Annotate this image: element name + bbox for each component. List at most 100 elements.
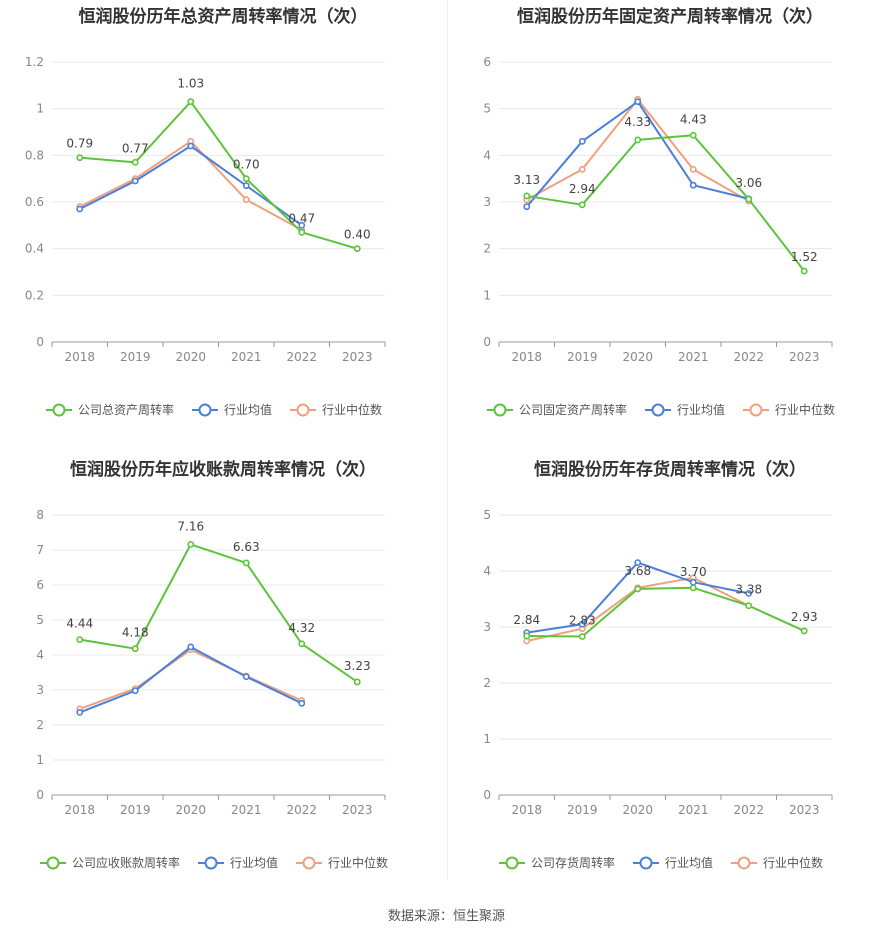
legend-label: 行业均值 (677, 402, 725, 417)
legend-item-avg[interactable]: 行业均值 (198, 855, 278, 870)
data-label: 0.79 (66, 137, 93, 151)
data-point-avg (298, 221, 306, 229)
series-line-avg (79, 645, 303, 714)
data-point-median (689, 165, 697, 173)
y-tick-label: 0.6 (25, 195, 44, 209)
chart-title: 恒润股份历年总资产周转率情况（次） (79, 6, 368, 27)
legend-item-company[interactable]: 公司总资产周转率 (46, 402, 174, 417)
y-tick-label: 1 (36, 753, 44, 767)
y-tick-label: 5 (483, 508, 491, 522)
data-point-avg (689, 181, 697, 189)
data-label: 3.06 (735, 176, 762, 190)
data-label: 0.70 (233, 158, 260, 172)
series-line-company (526, 586, 805, 638)
data-point-company (76, 636, 84, 643)
data-point-avg (689, 578, 697, 586)
x-tick-label: 2022 (733, 350, 764, 364)
chart-svg: 恒润股份历年存货周转率情况（次） 0 1 2 3 4 5 2018 2019 2020 2021 20… (483, 459, 833, 870)
legend-item-median[interactable]: 行业中位数 (743, 402, 835, 417)
x-tick-label: 2021 (231, 803, 262, 817)
x-tick-label: 2022 (286, 803, 317, 817)
data-point-avg (634, 98, 642, 106)
x-tick-label: 2019 (120, 803, 151, 817)
data-point-company (187, 98, 195, 106)
legend-item-median[interactable]: 行业中位数 (290, 402, 382, 417)
legend-marker-icon (639, 856, 653, 870)
chart-title: 恒润股份历年应收账款周转率情况（次） (70, 459, 376, 480)
legend-item-avg[interactable]: 行业均值 (633, 855, 713, 870)
y-tick-label: 2 (483, 676, 491, 690)
data-label: 2.93 (791, 610, 818, 624)
y-tick-label: 0.8 (25, 148, 44, 162)
x-tick-label: 2020 (175, 350, 206, 364)
y-tick-label: 3 (483, 620, 491, 634)
chart-svg: 恒润股份历年应收账款周转率情况（次） 0 1 2 3 4 5 6 7 8 2018 2019 2020 2… (36, 459, 388, 870)
y-tick-label: 2 (483, 242, 491, 256)
data-label: 2.84 (513, 613, 540, 627)
x-tick-label: 2023 (789, 803, 820, 817)
legend-item-company[interactable]: 公司固定资产周转率 (487, 402, 627, 417)
y-tick-label: 4 (36, 648, 44, 662)
data-point-avg (131, 177, 139, 185)
series-line-company (79, 100, 358, 250)
data-point-company (187, 541, 195, 548)
data-point-company (242, 175, 250, 183)
chart-panel-receivables-turnover: 恒润股份历年应收账款周转率情况（次） 0 1 2 3 4 5 6 7 8 2018 2019 2020 2… (0, 453, 446, 903)
legend-marker-icon (302, 856, 316, 870)
data-point-median (242, 196, 250, 204)
data-source-note: 数据来源：恒生聚源 (387, 909, 505, 924)
y-tick-label: 4 (483, 148, 491, 162)
legend-marker-icon (737, 856, 751, 870)
y-tick-label: 3 (36, 683, 44, 697)
chart-svg: 恒润股份历年总资产周转率情况（次） 0 0.2 0.4 0.6 0.8 1 1.2 2018 20… (25, 6, 386, 417)
y-tick-label: 0 (483, 335, 491, 349)
x-tick-label: 2018 (64, 803, 95, 817)
legend-marker-icon (651, 403, 665, 417)
legend-item-avg[interactable]: 行业均值 (645, 402, 725, 417)
data-point-company (634, 585, 642, 593)
legend-item-company[interactable]: 公司应收账款周转率 (40, 855, 180, 870)
legend-marker-icon (505, 856, 519, 870)
y-tick-label: 6 (36, 578, 44, 592)
y-tick-label: 1 (36, 102, 44, 116)
y-tick-label: 0.2 (25, 288, 44, 302)
data-point-company (800, 627, 808, 635)
chart-panel-total-asset-turnover: 恒润股份历年总资产周转率情况（次） 0 0.2 0.4 0.6 0.8 1 1.2 2018 20… (0, 0, 446, 450)
y-tick-label: 0.4 (25, 242, 44, 256)
data-label: 0.47 (288, 211, 315, 225)
data-label: 0.77 (122, 141, 149, 155)
data-point-company (689, 131, 697, 139)
data-label: 4.18 (122, 626, 149, 640)
y-tick-label: 1 (483, 732, 491, 746)
chart-title: 恒润股份历年固定资产周转率情况（次） (517, 6, 823, 27)
data-label: 4.43 (680, 112, 707, 126)
series-line-avg (79, 145, 303, 227)
x-tick-label: 2023 (342, 350, 373, 364)
chart-svg: 恒润股份历年固定资产周转率情况（次） 0 1 2 3 4 5 6 2018 2019 2020 202… (483, 6, 835, 417)
series-line-company (526, 134, 806, 272)
legend-item-median[interactable]: 行业中位数 (296, 855, 388, 870)
y-tick-label: 3 (483, 195, 491, 209)
legend-item-company[interactable]: 公司存货周转率 (499, 855, 615, 870)
legend-marker-icon (296, 403, 310, 417)
data-point-company (298, 228, 306, 236)
data-point-company (689, 584, 697, 592)
data-point-avg (578, 620, 586, 628)
data-point-company (745, 602, 753, 610)
y-tick-label: 4 (483, 564, 491, 578)
x-tick-label: 2018 (64, 350, 95, 364)
data-label: 2.94 (569, 182, 596, 196)
y-tick-label: 0 (36, 788, 44, 802)
panel-divider (447, 0, 448, 880)
chart-panel-inventory-turnover: 恒润股份历年存货周转率情况（次） 0 1 2 3 4 5 2018 2019 2020 2021 20… (447, 453, 893, 903)
y-tick-label: 8 (36, 508, 44, 522)
legend-item-avg[interactable]: 行业均值 (192, 402, 272, 417)
data-label: 3.38 (735, 583, 762, 597)
legend-label: 行业均值 (230, 855, 278, 870)
legend-marker-icon (204, 856, 218, 870)
data-point-company (298, 640, 306, 648)
data-label: 3.23 (344, 659, 371, 673)
data-label: 3.68 (624, 564, 651, 578)
x-tick-label: 2021 (678, 803, 709, 817)
legend-item-median[interactable]: 行业中位数 (731, 855, 823, 870)
